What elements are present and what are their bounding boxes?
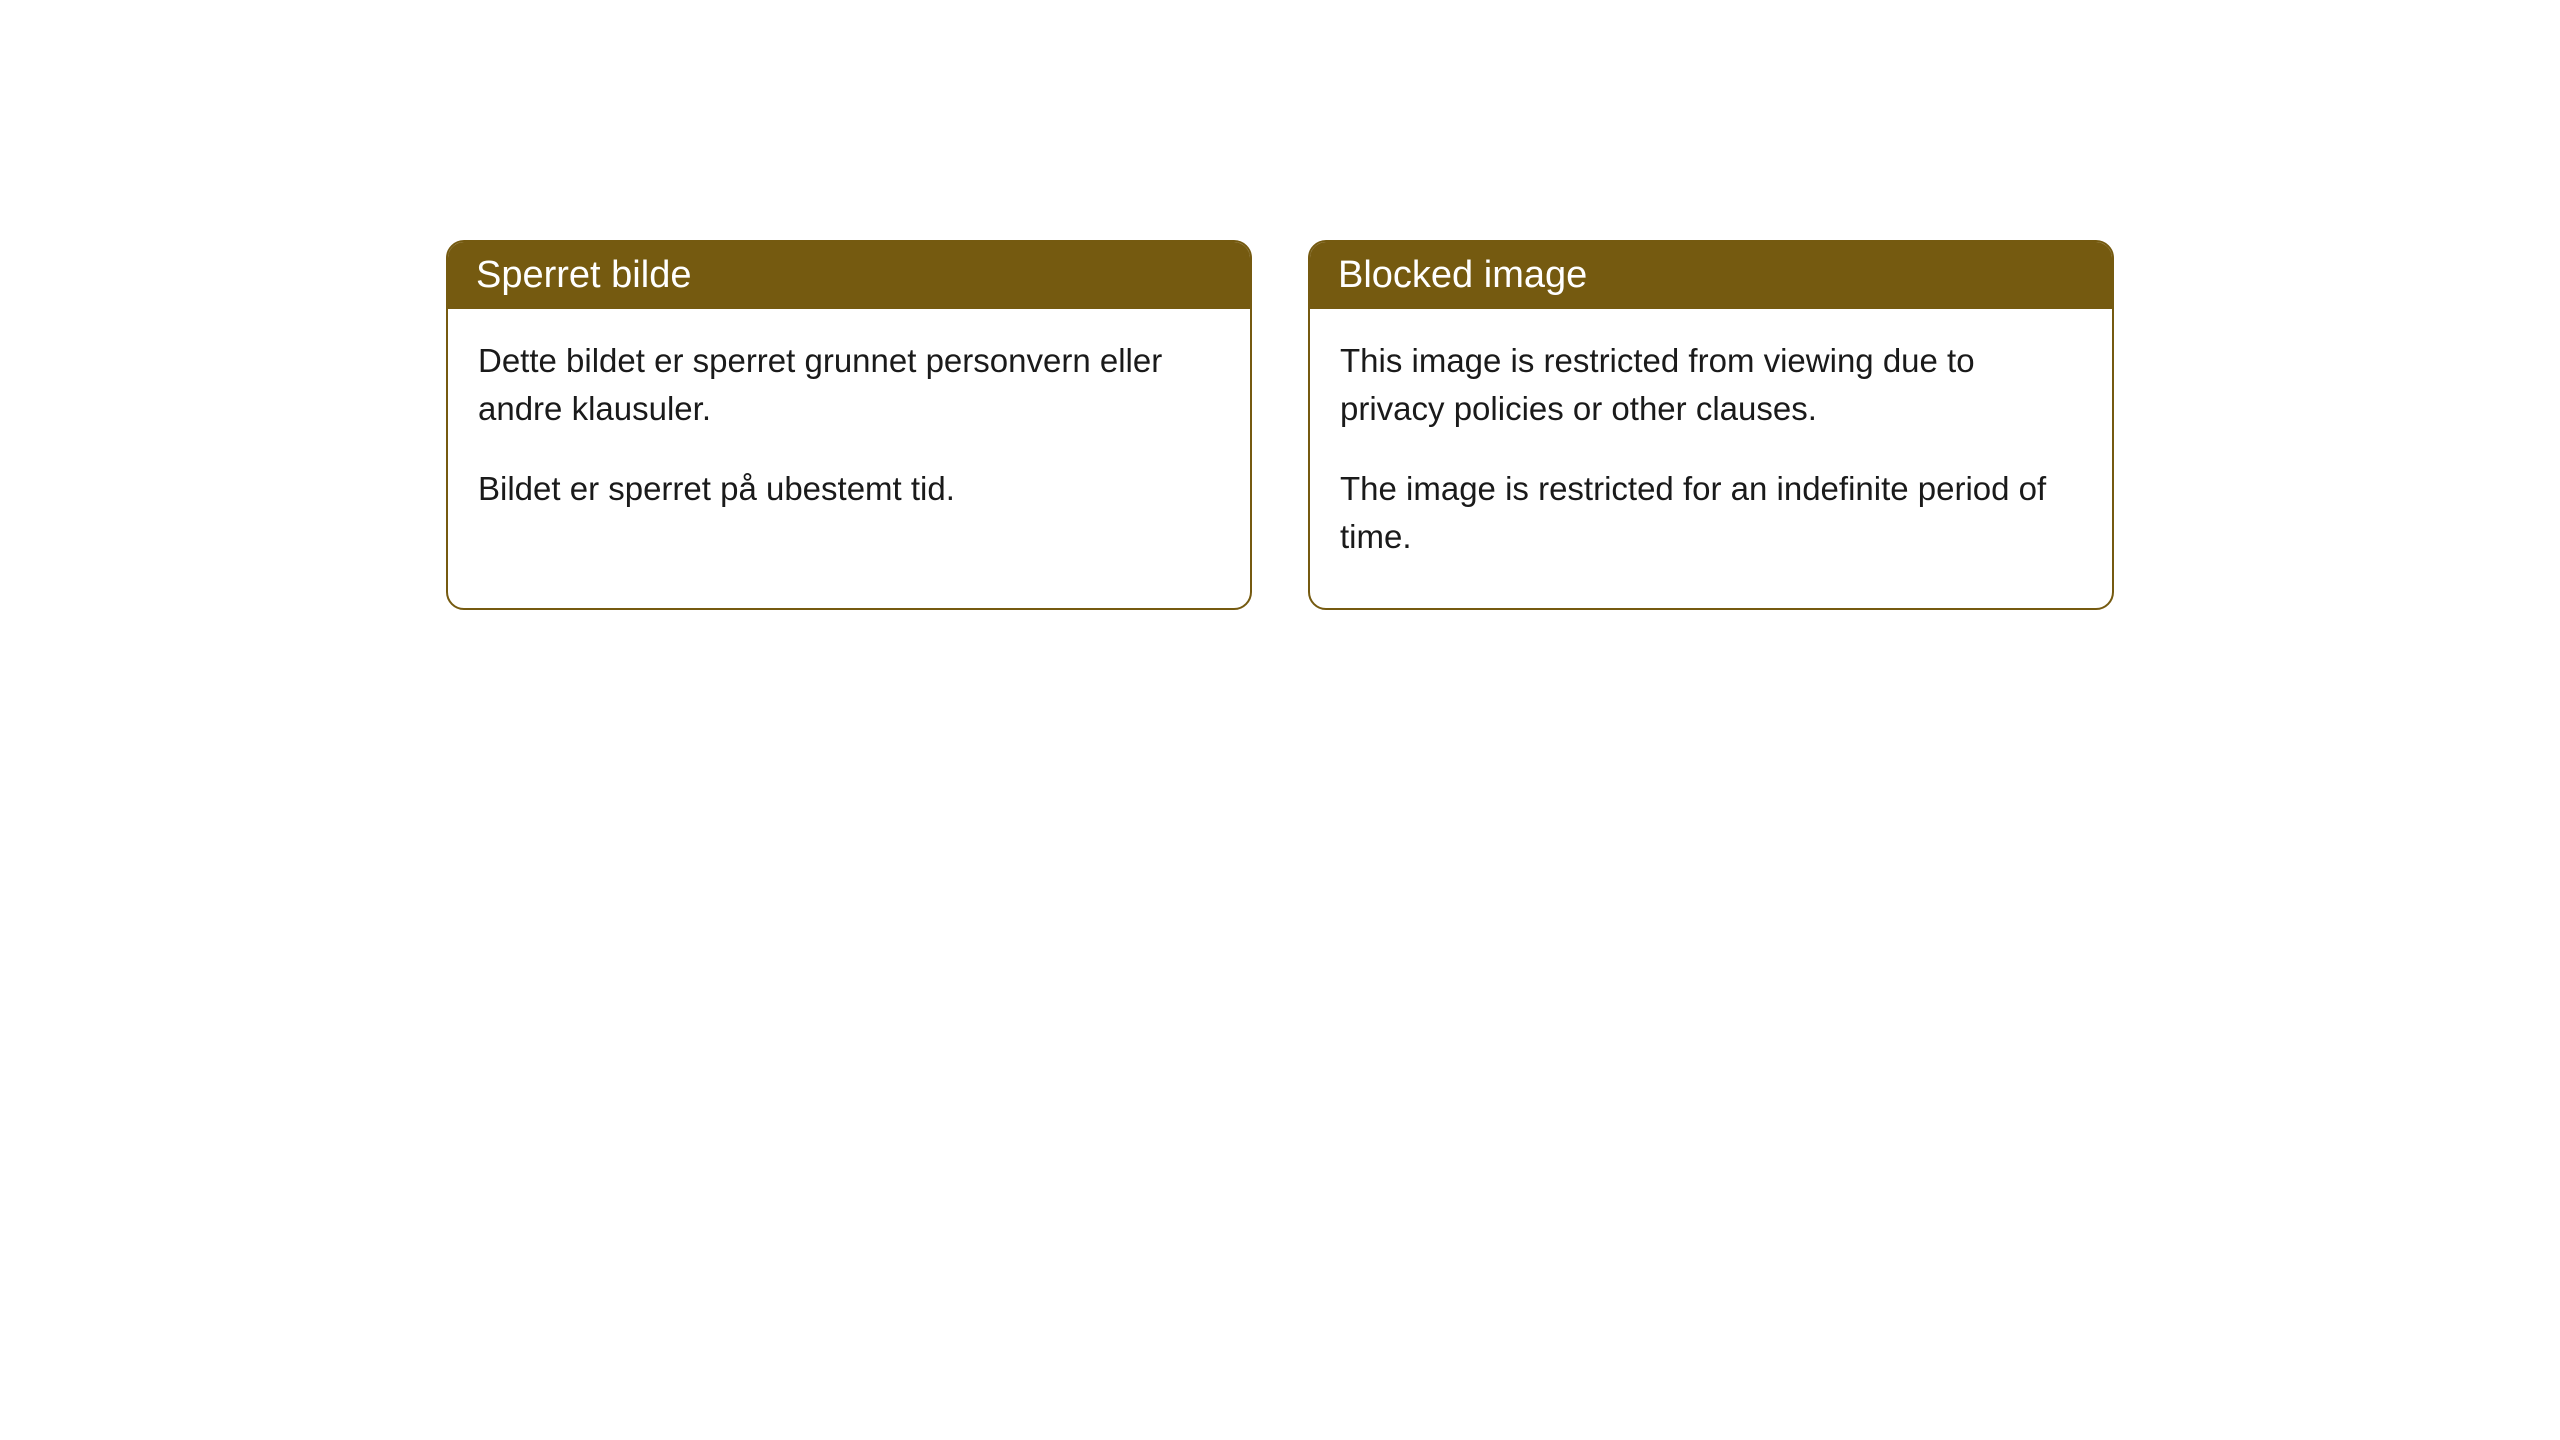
card-title: Blocked image <box>1338 254 1587 296</box>
card-body: Dette bildet er sperret grunnet personve… <box>448 309 1250 561</box>
card-title: Sperret bilde <box>476 254 691 296</box>
card-paragraph-1: Dette bildet er sperret grunnet personve… <box>478 337 1220 433</box>
card-paragraph-2: Bildet er sperret på ubestemt tid. <box>478 465 1220 513</box>
notice-card-english: Blocked image This image is restricted f… <box>1308 240 2114 610</box>
card-paragraph-1: This image is restricted from viewing du… <box>1340 337 2082 433</box>
card-header: Sperret bilde <box>448 242 1250 309</box>
notice-container: Sperret bilde Dette bildet er sperret gr… <box>446 240 2114 610</box>
notice-card-norwegian: Sperret bilde Dette bildet er sperret gr… <box>446 240 1252 610</box>
card-header: Blocked image <box>1310 242 2112 309</box>
card-paragraph-2: The image is restricted for an indefinit… <box>1340 465 2082 561</box>
card-body: This image is restricted from viewing du… <box>1310 309 2112 608</box>
